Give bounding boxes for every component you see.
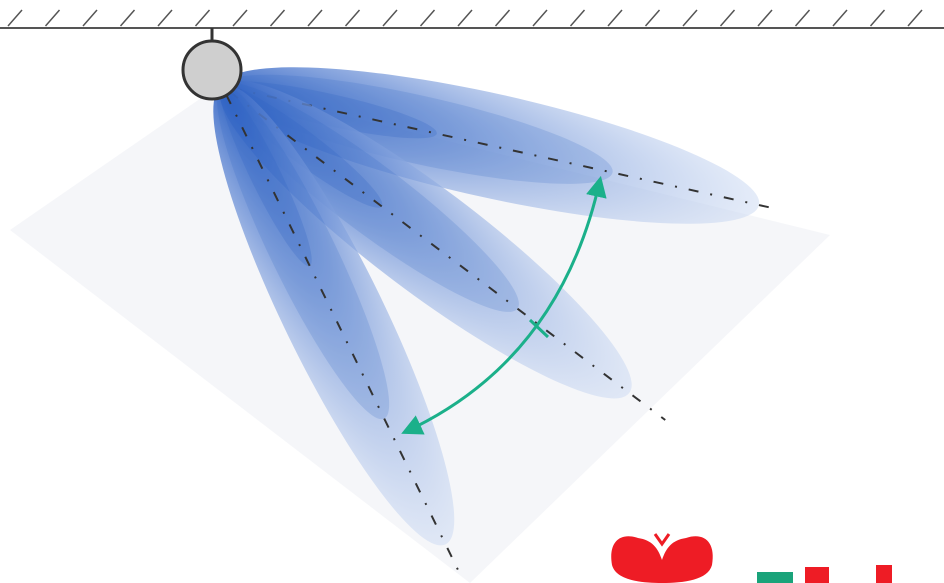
ceiling-hatch-10 [344,9,361,27]
logo-mark [611,533,713,583]
ceiling-hatch-22 [794,9,811,27]
ceiling-hatch-19 [682,9,698,27]
beam-1-axis [231,87,769,209]
ceiling-hatch-25 [907,9,923,27]
pivot-mount [181,28,243,101]
ceiling-hatch-11 [382,9,398,27]
ceiling-hatch-12 [419,9,436,27]
logo-letter-fragment-1 [805,567,829,583]
ceiling-hatch-14 [494,9,511,27]
ceiling-hatch-23 [832,9,848,27]
ceiling-hatching [7,9,923,27]
logo [611,533,892,583]
ceiling-hatch-13 [457,9,473,27]
logo-sprout [653,533,671,547]
ceiling-hatch-4 [119,9,136,27]
ceiling-hatch-16 [569,9,586,27]
ceiling-hatch-2 [44,9,61,27]
pivot-circle [181,39,243,101]
beam-1-inner-lobe [221,74,613,184]
ceiling-hatch-24 [869,9,886,27]
ceiling-hatch-1 [7,9,23,27]
ceiling-hatch-15 [532,9,548,27]
ceiling-hatch-18 [644,9,661,27]
ceiling-hatch-3 [82,9,98,27]
beam-3 [213,84,465,581]
beam-1-lobe [221,67,760,224]
ceiling-hatch-5 [157,9,173,27]
logo-letter-fragment-2 [876,565,892,583]
ceiling-hatch-7 [232,9,248,27]
ceiling-hatch-20 [719,9,736,27]
logo-leaf-right [662,536,713,583]
logo-wordmark-fragment [757,565,892,583]
ceiling-hatch-9 [307,9,323,27]
logo-leaf-left [611,536,662,583]
beam-3-inner-lobe [217,85,390,420]
logo-accent-bar [757,572,793,583]
ceiling [0,9,944,29]
sweep-midpoint-tick [528,318,550,339]
sweep-arrow [401,175,607,435]
beam-3-lobe [213,84,455,546]
ceiling-hatch-8 [269,9,286,27]
sweep-arc [401,175,607,435]
ceiling-hatch-6 [194,9,211,27]
ceiling-hatch-17 [607,9,623,27]
ceiling-hatch-21 [757,9,773,27]
